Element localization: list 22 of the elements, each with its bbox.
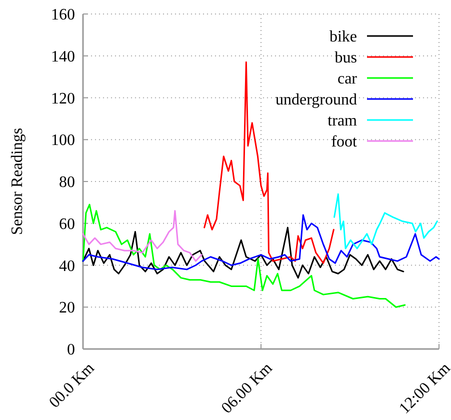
y-axis-title: Sensor Readings [9, 128, 26, 236]
y-tick-label: 100 [51, 132, 75, 150]
legend-label: car [337, 70, 358, 88]
legend-label: bike [329, 28, 357, 46]
legend-label: underground [276, 92, 357, 109]
line-series [334, 193, 438, 250]
legend-label: bus [334, 50, 357, 67]
y-tick-label: 0 [67, 342, 75, 359]
legend-label: tram [328, 112, 358, 130]
y-tick-label: 140 [51, 48, 75, 66]
line-series [82, 226, 404, 279]
y-tick-label: 120 [51, 90, 75, 108]
y-tick-label: 80 [59, 174, 75, 192]
x-tick-label: 00.0 Km [46, 359, 98, 412]
line-series [82, 214, 440, 270]
y-tick-label: 40 [59, 258, 75, 275]
y-tick-label: 160 [51, 6, 75, 24]
y-tick-label: 60 [59, 216, 75, 233]
legend-label: foot [331, 134, 358, 151]
y-tick-label: 20 [59, 300, 75, 317]
line-series [82, 210, 202, 262]
line-series [82, 204, 406, 308]
